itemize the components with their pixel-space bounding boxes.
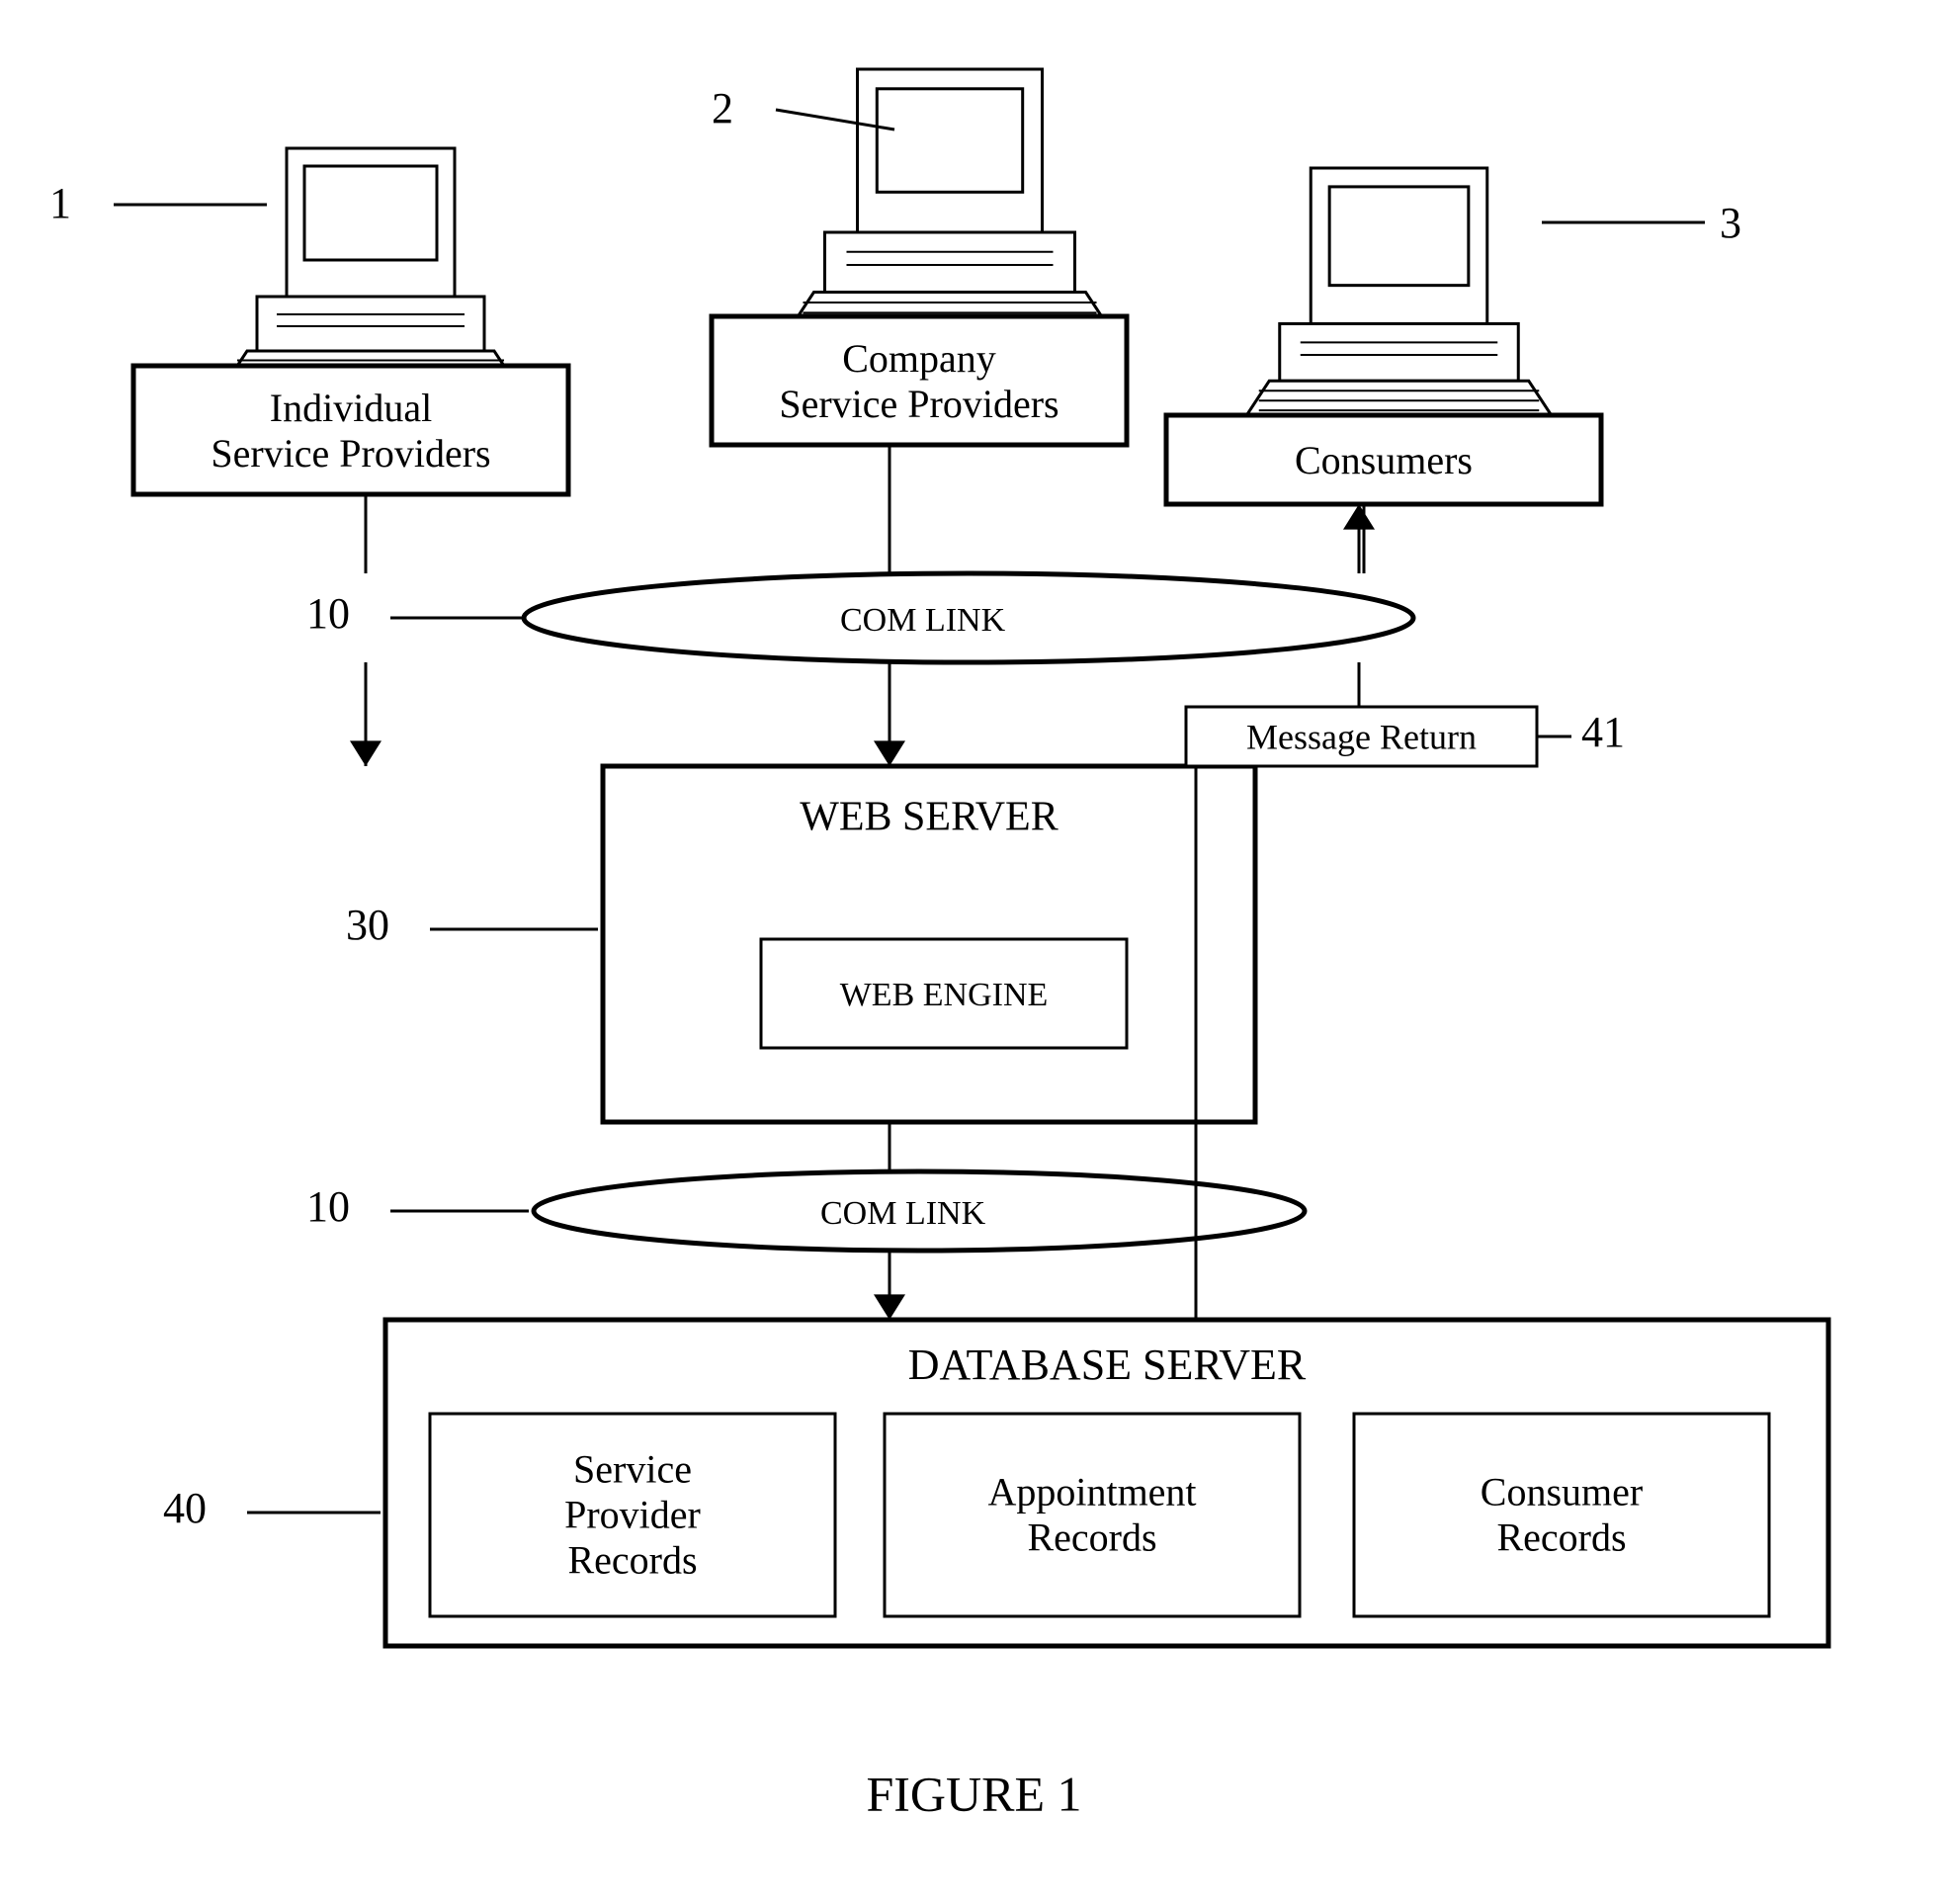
svg-text:Consumer: Consumer [1481, 1470, 1643, 1515]
diagram-canvas: IndividualService Providers1CompanyServi… [0, 0, 1948, 1904]
svg-text:Service Providers: Service Providers [779, 382, 1059, 426]
svg-text:3: 3 [1720, 199, 1741, 247]
svg-text:Consumers: Consumers [1295, 438, 1473, 482]
svg-text:Appointment: Appointment [987, 1470, 1196, 1515]
svg-text:WEB SERVER: WEB SERVER [800, 795, 1058, 840]
svg-text:10: 10 [306, 1182, 350, 1231]
svg-text:Provider: Provider [564, 1493, 701, 1537]
svg-text:Message Return: Message Return [1246, 717, 1477, 756]
svg-text:COM LINK: COM LINK [820, 1195, 986, 1232]
svg-text:Service: Service [573, 1447, 692, 1492]
svg-text:Records: Records [1027, 1515, 1156, 1560]
svg-text:DATABASE SERVER: DATABASE SERVER [908, 1341, 1307, 1389]
svg-text:40: 40 [163, 1484, 207, 1532]
svg-text:Service Providers: Service Providers [211, 431, 490, 476]
svg-text:FIGURE 1: FIGURE 1 [866, 1766, 1081, 1821]
svg-text:10: 10 [306, 589, 350, 638]
svg-text:Individual: Individual [270, 386, 432, 430]
svg-text:WEB ENGINE: WEB ENGINE [840, 977, 1049, 1013]
svg-text:Records: Records [567, 1538, 697, 1583]
svg-text:Records: Records [1496, 1515, 1626, 1560]
svg-text:COM LINK: COM LINK [840, 602, 1006, 639]
svg-text:30: 30 [346, 901, 389, 949]
svg-text:41: 41 [1581, 708, 1625, 756]
svg-text:2: 2 [712, 84, 733, 132]
svg-text:Company: Company [842, 336, 996, 381]
svg-text:1: 1 [49, 179, 71, 227]
